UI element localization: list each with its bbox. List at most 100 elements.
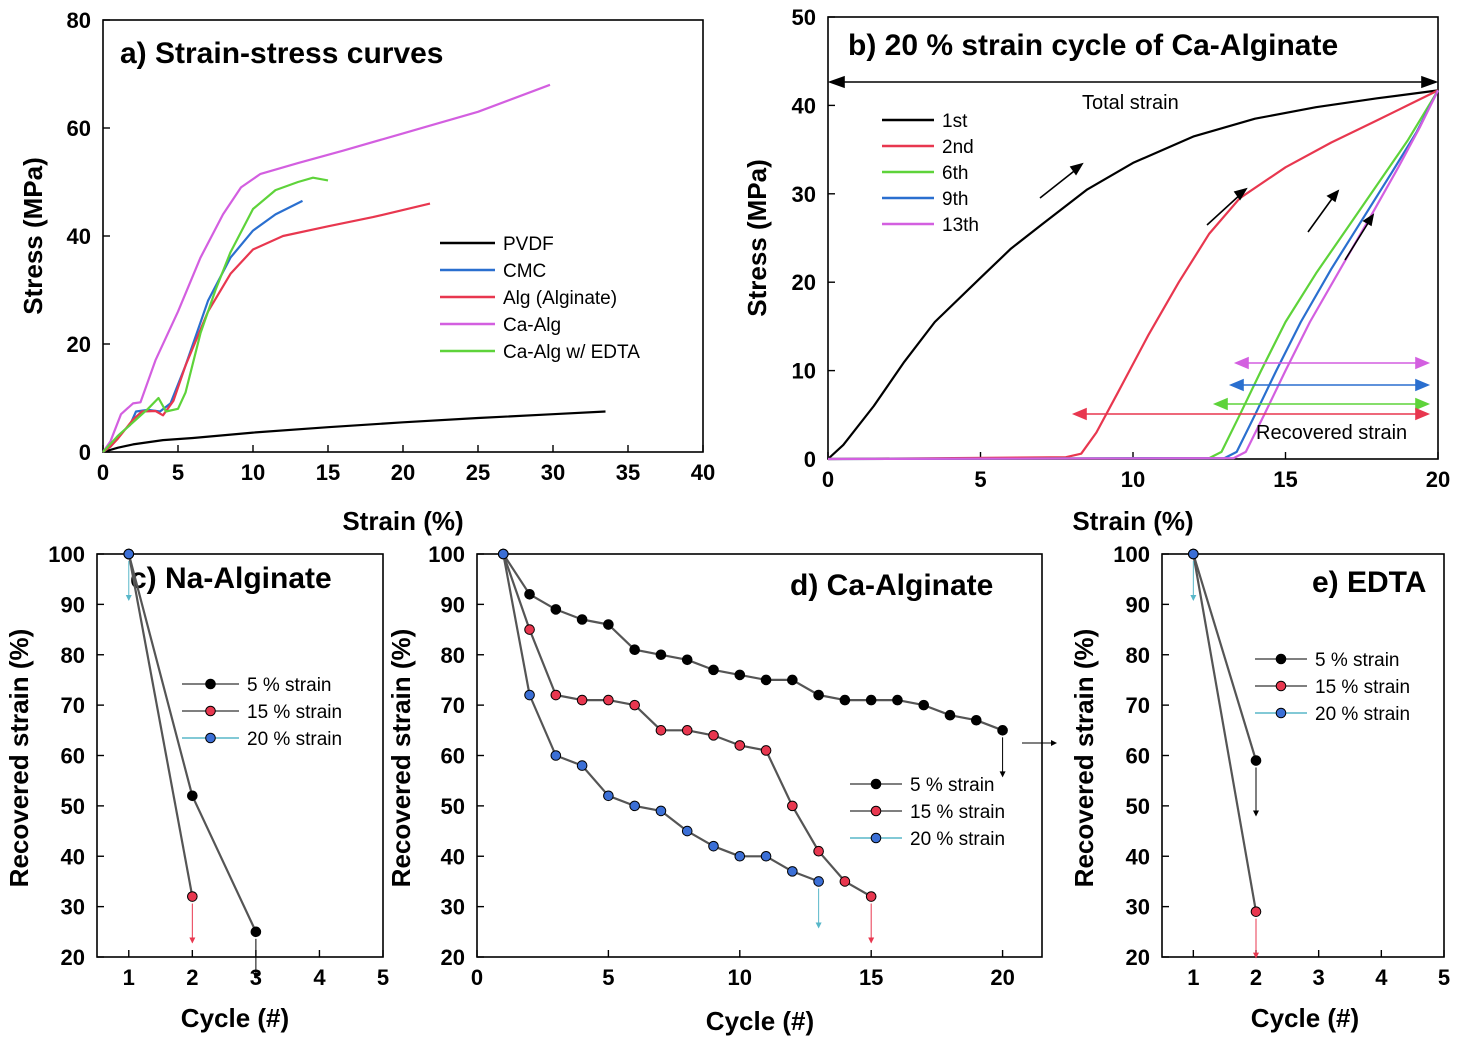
legend: 5 % strain 15 % strain 20 % strain	[850, 775, 1005, 850]
legend-label-9th: 9th	[942, 189, 968, 210]
x-tick-label: 40	[691, 460, 715, 485]
y-tick-label: 30	[441, 895, 465, 920]
data-point-5-strain	[734, 669, 746, 681]
data-point-15-strain	[787, 800, 798, 812]
y-tick-label: 30	[61, 895, 85, 920]
x-axis-label: Strain (%)	[342, 506, 463, 536]
legend-label-ca-alg: Ca-Alg	[503, 315, 561, 336]
drop-arrow-head	[1253, 810, 1259, 817]
series-line-9th	[827, 89, 1439, 461]
y-tick-label: 80	[441, 643, 465, 668]
total-strain-label: Total strain	[1082, 92, 1179, 114]
y-tick-label: 20	[61, 945, 85, 970]
data-point-5-strain	[250, 926, 262, 938]
series-line-ca-alg	[102, 83, 551, 453]
y-tick-label: 50	[1126, 794, 1150, 819]
drop-arrow-head	[1190, 595, 1197, 601]
data-point-20-strain	[708, 840, 719, 852]
y-tick-label: 90	[441, 592, 465, 617]
x-tick-label: 2	[1250, 965, 1262, 990]
panel-a-strain-stress: a) Strain-stress curves Strain (%) Stres…	[18, 8, 715, 536]
series-line-5-strain	[1192, 553, 1258, 761]
y-tick-label: 40	[67, 224, 91, 249]
drop-arrow-head	[1253, 952, 1259, 959]
data-point-20-strain	[1188, 548, 1199, 560]
y-tick-label: 80	[67, 8, 91, 33]
plot-frame	[102, 19, 704, 453]
y-tick-label: 40	[441, 844, 465, 869]
data-point-5-strain	[1250, 755, 1262, 766]
data-point-5-strain	[997, 725, 1008, 736]
x-tick-label: 20	[1426, 467, 1450, 492]
y-tick-label: 40	[1126, 844, 1150, 869]
y-tick-label: 10	[792, 359, 816, 384]
data-point-20-strain	[629, 800, 640, 812]
y-tick-label: 100	[1113, 542, 1150, 567]
x-tick-label: 10	[1121, 467, 1145, 492]
panel-c-na-alginate: c) Na-Alginate Cycle (#) Recovered strai…	[4, 542, 389, 1033]
legend-label-15-strain: 15 % strain	[1315, 677, 1410, 698]
x-tick-label: 3	[1313, 965, 1325, 990]
legend-marker-15-strain	[1275, 680, 1287, 692]
y-axis-label: Recovered strain (%)	[1069, 629, 1099, 888]
drop-arrow-head	[999, 771, 1006, 778]
y-tick-label: 70	[61, 693, 85, 718]
legend-label-1st: 1st	[942, 111, 968, 132]
series-line-20-strain	[502, 553, 819, 883]
y-tick-label: 80	[1126, 643, 1150, 668]
legend-label-alg-alginate: Alg (Alginate)	[503, 288, 617, 309]
y-tick-label: 100	[48, 542, 85, 567]
x-tick-label: 5	[172, 460, 184, 485]
data-point-15-strain	[813, 845, 824, 857]
legend-marker-5-strain	[205, 678, 216, 690]
y-axis-label: Recovered strain (%)	[4, 629, 34, 888]
series-line-ca-alg-w-edta	[102, 176, 329, 453]
data-point-15-strain	[655, 725, 667, 736]
data-point-15-strain	[681, 725, 693, 736]
y-axis-label: Recovered strain (%)	[386, 629, 416, 888]
x-tick-label: 5	[974, 467, 986, 492]
legend-label-20-strain: 20 % strain	[910, 829, 1005, 850]
data-point-5-strain	[944, 709, 956, 721]
y-tick-label: 70	[1126, 693, 1150, 718]
x-tick-label: 10	[728, 965, 752, 990]
series-group	[497, 548, 1057, 944]
data-point-5-strain	[760, 674, 772, 686]
x-axis-label: Cycle (#)	[706, 1006, 814, 1036]
series-line-5-strain	[127, 553, 257, 933]
x-tick-label: 5	[1438, 965, 1450, 990]
data-point-20-strain	[123, 548, 135, 560]
legend-label-pvdf: PVDF	[503, 234, 554, 255]
data-point-5-strain	[892, 694, 903, 706]
data-point-15-strain	[839, 876, 851, 887]
data-point-15-strain	[734, 740, 746, 751]
x-tick-label: 5	[377, 965, 389, 990]
axis-ticks: 0 5 10 15 20 0 10 20 30 40 50	[792, 5, 1451, 492]
series-line-2nd	[827, 89, 1439, 461]
series-group	[1188, 548, 1262, 959]
series-line-1st	[827, 89, 1439, 460]
data-point-15-strain	[187, 891, 198, 902]
data-point-15-strain	[524, 624, 535, 635]
data-point-20-strain	[576, 760, 588, 771]
data-point-5-strain	[187, 790, 198, 802]
data-point-20-strain	[787, 866, 798, 877]
data-point-5-strain	[971, 714, 982, 726]
series-group	[102, 83, 606, 454]
data-point-20-strain	[603, 790, 614, 802]
y-tick-label: 20	[441, 945, 465, 970]
chart-title: b) 20 % strain cycle of Ca-Alginate	[848, 29, 1338, 62]
data-point-15-strain	[550, 689, 562, 701]
data-point-5-strain	[839, 694, 851, 706]
y-tick-label: 0	[79, 440, 91, 465]
data-point-20-strain	[681, 825, 693, 837]
legend: PVDF CMC Alg (Alginate) Ca-Alg Ca-Alg w/ EDT…	[440, 234, 640, 363]
data-point-15-strain	[603, 694, 614, 706]
x-tick-label: 15	[859, 965, 883, 990]
panel-e-edta: e) EDTA Cycle (#) Recovered strain (%) 1…	[1069, 542, 1450, 1033]
x-tick-label: 15	[1273, 467, 1297, 492]
axis-ticks: 0 5 10 15 20 20 30 40 50 60 70 80 90 100	[428, 542, 1015, 990]
y-tick-label: 80	[61, 643, 85, 668]
